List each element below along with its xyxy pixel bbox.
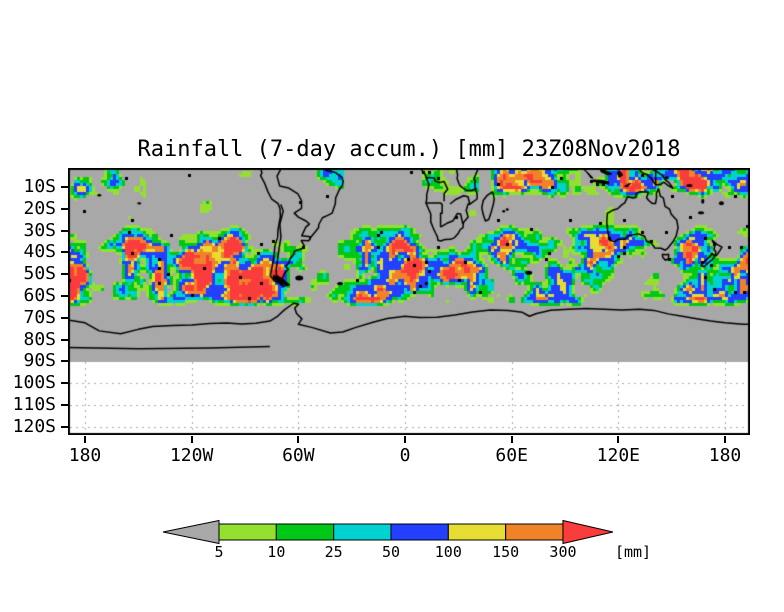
y-tick-label: 30S — [23, 219, 56, 241]
x-tick — [510, 436, 513, 443]
colorbar-segment — [505, 523, 564, 541]
y-tick — [61, 229, 68, 232]
y-tick — [61, 295, 68, 297]
colorbar-tick-label: 150 — [492, 543, 519, 561]
colorbar-segment — [390, 523, 449, 541]
colorbar-segment — [447, 523, 507, 541]
y-tick — [61, 273, 68, 276]
y-tick-label: 80S — [23, 328, 56, 350]
y-tick-label: 40S — [23, 241, 56, 263]
x-tick — [84, 436, 86, 443]
y-tick — [61, 251, 68, 254]
y-tick — [61, 338, 68, 341]
y-tick — [61, 316, 68, 319]
colorbar-segment — [275, 523, 335, 541]
x-tick-label: 60W — [282, 445, 315, 466]
y-tick-label: 50S — [23, 263, 56, 285]
y-tick-label: 70S — [23, 306, 56, 328]
y-tick — [61, 425, 68, 428]
colorbar-segment — [333, 523, 392, 541]
colorbar-over-arrow — [562, 519, 614, 545]
x-tick — [724, 436, 726, 443]
colorbar-tick-label: 100 — [435, 543, 462, 561]
colorbar-under-arrow — [162, 519, 220, 545]
y-tick — [61, 360, 68, 363]
x-tick — [297, 436, 300, 443]
y-tick-label: 10S — [23, 176, 56, 197]
rainfall-map-canvas — [68, 168, 750, 435]
colorbar-tick-label: 300 — [549, 543, 576, 561]
colorbar-tick-label: 25 — [325, 543, 343, 561]
y-tick-label: 20S — [23, 197, 56, 219]
x-tick-label: 0 — [399, 445, 411, 466]
x-tick-label: 180 — [68, 445, 102, 466]
colorbar-segment — [218, 523, 277, 541]
colorbar-unit-label: [mm] — [615, 543, 651, 561]
colorbar: 5 10 25 50 100 150 300 [mm] — [162, 519, 651, 561]
y-tick-label: 60S — [23, 285, 56, 306]
colorbar-tick-label: 10 — [267, 543, 285, 561]
x-tick-label: 120E — [596, 445, 640, 466]
y-tick — [61, 382, 68, 385]
colorbar-tick-label: 50 — [382, 543, 400, 561]
y-tick-label: 110S — [12, 394, 56, 415]
y-tick-label: 100S — [12, 372, 56, 394]
x-tick-label: 120W — [169, 445, 214, 466]
x-tick — [404, 436, 406, 443]
y-tick — [61, 207, 68, 210]
x-tick — [190, 436, 193, 443]
x-tick — [617, 436, 620, 443]
x-tick-label: 60E — [495, 445, 528, 466]
y-tick — [61, 404, 68, 406]
y-tick-label: 90S — [23, 350, 56, 372]
y-tick — [61, 186, 68, 188]
x-tick-label: 180 — [708, 445, 742, 466]
figure-title: Rainfall (7-day accum.) [mm] 23Z08Nov201… — [137, 137, 681, 162]
y-tick-label: 120S — [12, 415, 56, 437]
colorbar-tick-label: 5 — [214, 543, 223, 561]
